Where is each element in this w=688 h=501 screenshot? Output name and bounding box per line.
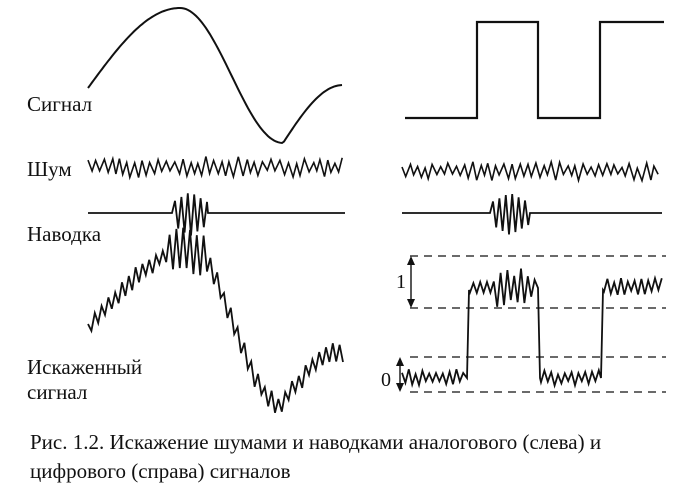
label-interference: Наводка bbox=[27, 222, 102, 246]
label-distorted-line2: сигнал bbox=[27, 380, 88, 404]
level-one-arrow bbox=[407, 256, 415, 308]
digital-noise-wave bbox=[401, 158, 659, 184]
level-zero-arrow-head-bottom bbox=[396, 383, 404, 392]
level-zero-arrow-head-top bbox=[396, 357, 404, 366]
analog-interference-wave bbox=[88, 193, 345, 236]
analog-distorted-wave bbox=[87, 227, 344, 414]
level-zero-label: 0 bbox=[381, 369, 391, 391]
level-one-arrow-head-bottom bbox=[407, 299, 415, 308]
digital-interference-wave bbox=[402, 194, 662, 235]
label-signal: Сигнал bbox=[27, 92, 93, 116]
digital-column bbox=[396, 20, 666, 393]
analog-signal-wave bbox=[87, 7, 343, 145]
level-one-arrow-head-top bbox=[407, 256, 415, 265]
figure-caption: Рис. 1.2. Искажение шумами и наводками а… bbox=[30, 430, 602, 483]
label-noise: Шум bbox=[27, 157, 72, 181]
digital-distorted-wave bbox=[401, 268, 663, 389]
analog-noise-wave bbox=[87, 155, 343, 181]
level-zero-arrow bbox=[396, 357, 404, 392]
label-distorted-line1: Искаженный bbox=[27, 355, 143, 379]
digital-signal-wave bbox=[405, 20, 664, 120]
analog-column bbox=[87, 7, 345, 414]
signal-distortion-diagram: 1 0 bbox=[87, 7, 666, 414]
level-one-label: 1 bbox=[396, 271, 406, 293]
